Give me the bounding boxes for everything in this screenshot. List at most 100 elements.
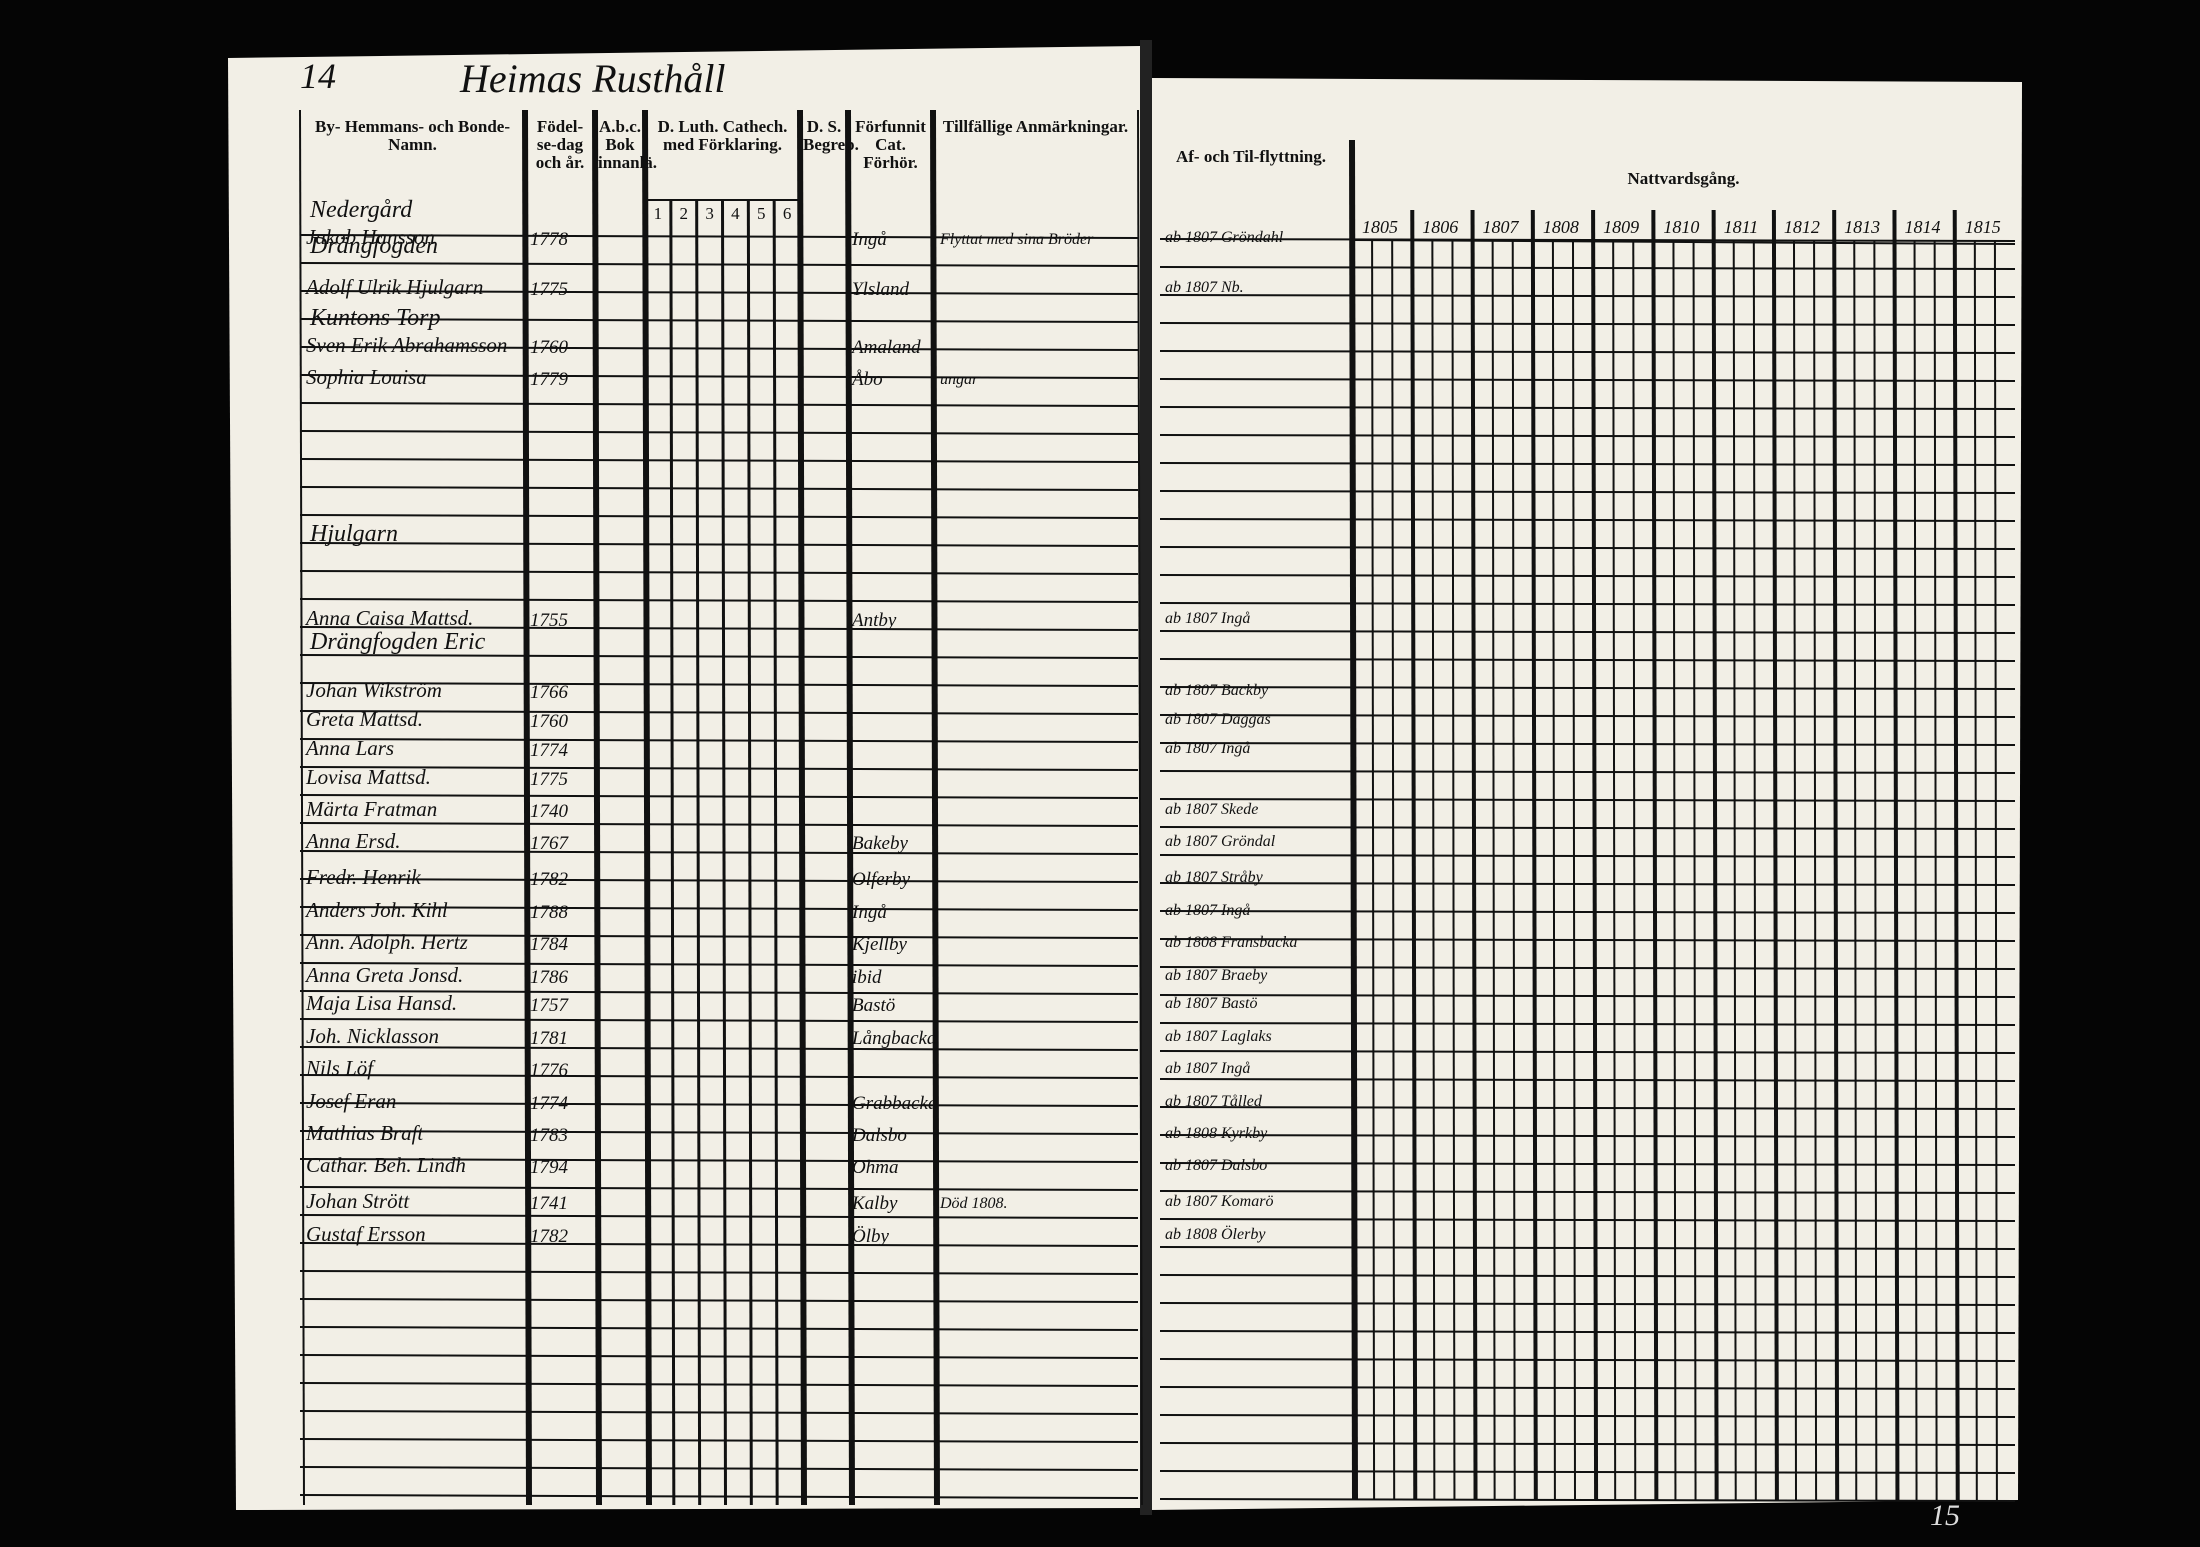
column-header: A.b.c. Bok innanlä. (598, 117, 658, 172)
rule (299, 374, 1139, 379)
entry-text: 1786 (530, 966, 568, 988)
rule (1159, 770, 2016, 774)
entry-text: 1781 (530, 1027, 568, 1049)
rule (1692, 239, 1697, 1501)
column-header: Af- och Til-flyttning. (1175, 147, 1327, 166)
rule (845, 109, 855, 1506)
entry-text: ab 1807 Bastö (1165, 995, 1258, 1013)
entry-text: 1815 (1964, 217, 2001, 237)
rule (1711, 209, 1719, 1501)
rule (299, 1186, 1139, 1191)
entry-text: 1807 (1482, 217, 1519, 237)
entry-text: ab 1807 Daggas (1165, 711, 1271, 728)
entry-text: Åbo (852, 369, 883, 390)
column-header: Tillfällige Anmärkningar. (942, 117, 1129, 136)
rule (299, 1102, 1139, 1107)
rule (1159, 1190, 2016, 1194)
rule (1159, 1078, 2016, 1082)
entry-text: ab 1807 Backby (1165, 682, 1269, 700)
rule (1892, 209, 1900, 1501)
column-header: 2 (679, 204, 688, 223)
rule (299, 1382, 1139, 1387)
entry-text: Ölby (852, 1225, 889, 1247)
right-page (1150, 78, 2022, 1510)
rule (1159, 266, 2016, 270)
rule (299, 1438, 1139, 1443)
rule (1159, 1442, 2016, 1446)
entry-text: Joh. Nicklasson (306, 1023, 439, 1048)
entry-text: 1810 (1663, 217, 1700, 237)
entry-text: Cathar. Beh. Lindh (306, 1153, 466, 1178)
rule (797, 109, 807, 1506)
entry-text: Ingå (852, 228, 887, 250)
left-page (228, 46, 1142, 1510)
column-header: D. Luth. Cathech. med Förklaring. (657, 117, 788, 154)
rule (1159, 994, 2016, 998)
rule (1159, 462, 2016, 466)
entry-text: ab 1807 Ingå (1165, 901, 1251, 919)
entry-text: ibid (852, 966, 882, 988)
rule (1933, 239, 1938, 1501)
entry-text: ab 1807 Komarö (1165, 1193, 1274, 1211)
rule (1572, 239, 1576, 1501)
entry-text: Anders Joh. Kihl (306, 897, 448, 922)
rule (1159, 1246, 2016, 1250)
rule (1159, 406, 2016, 410)
entry-text: ab 1807 Tålled (1165, 1092, 1262, 1110)
column-header: 6 (782, 204, 792, 223)
entry-text: 1782 (530, 1225, 568, 1247)
rule (299, 346, 1139, 351)
entry-text: Kuntons Torp (310, 305, 441, 331)
rule (1159, 1498, 2016, 1502)
rule (1159, 1274, 2016, 1278)
rule (299, 570, 1139, 575)
rule (1672, 239, 1677, 1501)
rule (1137, 109, 1143, 1506)
rule (1491, 239, 1496, 1501)
entry-text: ungar (940, 371, 979, 388)
entry-text: 1775 (530, 768, 568, 790)
rule (1159, 966, 2016, 970)
entry-text: Maja Lisa Hansd. (306, 991, 458, 1016)
rule (1159, 434, 2016, 438)
rule (1159, 1022, 2016, 1026)
entry-text: 1809 (1603, 217, 1640, 237)
entry-text: ab 1807 Ingå (1165, 739, 1251, 757)
rule (1159, 742, 2016, 746)
rule (299, 458, 1139, 463)
entry-text: Nils Löf (306, 1056, 374, 1081)
entry-text: ab 1807 Nb. (1165, 279, 1244, 296)
entry-text: Greta Mattsd. (306, 707, 424, 731)
rule (930, 109, 940, 1506)
rule (299, 402, 1139, 407)
rule (299, 1326, 1139, 1331)
rule (1159, 910, 2016, 914)
entry-text: Drängfogden Eric (310, 629, 486, 655)
rule (1159, 658, 2016, 662)
rule (1451, 239, 1456, 1501)
rule (299, 109, 305, 1506)
entry-text: Ylsland (852, 279, 910, 300)
rule (1551, 239, 1556, 1501)
column-header: Nattvardsgång. (1627, 169, 1740, 188)
entry-text: ab 1807 Ingå (1165, 610, 1251, 628)
entry-text: 1794 (530, 1157, 568, 1179)
entry-text: 1811 (1723, 217, 1759, 237)
rule (299, 1214, 1139, 1219)
entry-text: Långbacka (852, 1027, 937, 1049)
entry-text: ab 1807 Laglaks (1165, 1027, 1272, 1045)
entry-text: ab 1807 Dalsbo (1165, 1157, 1268, 1175)
rule (299, 234, 1139, 239)
rule (1159, 602, 2016, 606)
entry-text: 1775 (530, 279, 568, 300)
entry-text: 1760 (530, 711, 568, 732)
entry-text: Bastö (852, 995, 896, 1017)
entry-text: 1778 (530, 228, 568, 250)
entry-text: 1805 (1362, 217, 1398, 237)
entry-text: Sven Erik Abrahamsson (306, 332, 508, 357)
rule (299, 1130, 1139, 1135)
entry-text: 1774 (530, 739, 568, 761)
entry-text: Anna Ersd. (306, 829, 401, 854)
entry-text: Ohma (852, 1157, 899, 1179)
entry-text: 1782 (530, 869, 568, 891)
